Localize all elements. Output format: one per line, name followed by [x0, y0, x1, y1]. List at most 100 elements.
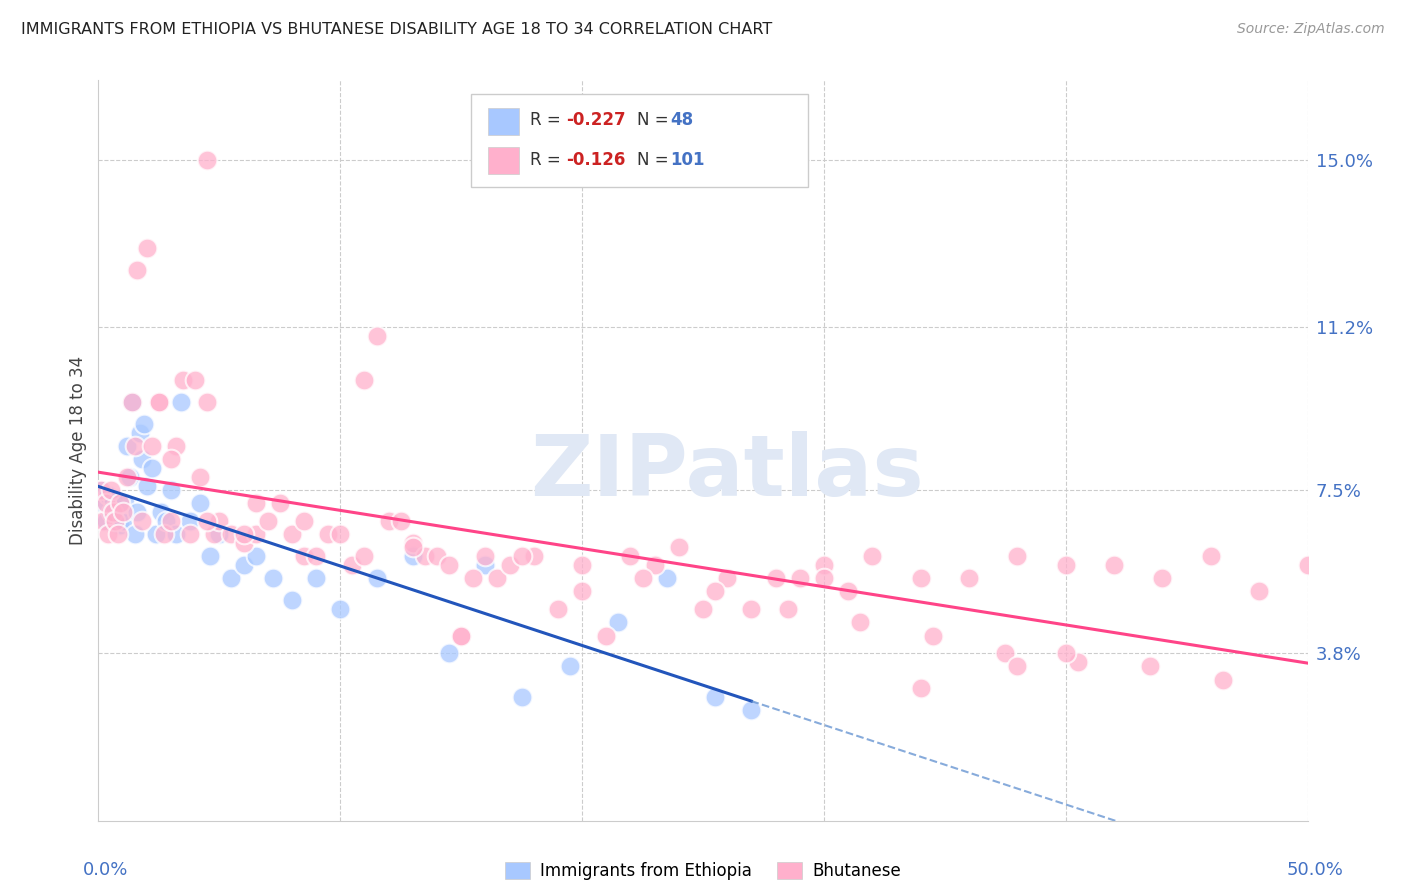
- Point: [644, 558, 666, 572]
- Point: [389, 514, 412, 528]
- Point: [91, 514, 114, 528]
- Point: [111, 514, 134, 528]
- Point: [131, 514, 153, 528]
- Point: [366, 571, 388, 585]
- Point: [1102, 558, 1125, 572]
- Text: IMMIGRANTS FROM ETHIOPIA VS BHUTANESE DISABILITY AGE 18 TO 34 CORRELATION CHART: IMMIGRANTS FROM ETHIOPIA VS BHUTANESE DI…: [21, 22, 772, 37]
- Point: [837, 584, 859, 599]
- Point: [188, 496, 211, 510]
- Point: [262, 571, 284, 585]
- Point: [128, 425, 150, 440]
- Legend: Immigrants from Ethiopia, Bhutanese: Immigrants from Ethiopia, Bhutanese: [499, 855, 907, 887]
- Point: [281, 527, 304, 541]
- Text: N =: N =: [637, 151, 673, 169]
- Point: [134, 417, 156, 431]
- Point: [765, 571, 787, 585]
- Point: [184, 373, 207, 387]
- Text: 50.0%: 50.0%: [1286, 861, 1343, 879]
- Point: [97, 527, 120, 541]
- Point: [692, 602, 714, 616]
- Point: [131, 452, 153, 467]
- Point: [668, 541, 690, 555]
- Point: [498, 558, 520, 572]
- Point: [104, 514, 127, 528]
- Point: [135, 479, 157, 493]
- Point: [208, 514, 231, 528]
- Point: [776, 602, 799, 616]
- Point: [111, 505, 134, 519]
- Point: [141, 461, 163, 475]
- Text: ZIPatlas: ZIPatlas: [530, 431, 924, 514]
- Point: [172, 373, 194, 387]
- Point: [474, 558, 496, 572]
- Point: [141, 439, 163, 453]
- Point: [150, 505, 173, 519]
- Point: [510, 690, 533, 705]
- Point: [1054, 558, 1077, 572]
- Point: [1067, 655, 1090, 669]
- Point: [474, 549, 496, 564]
- Point: [208, 527, 231, 541]
- Point: [486, 571, 509, 585]
- Point: [148, 395, 170, 409]
- Point: [90, 483, 112, 497]
- Point: [100, 505, 122, 519]
- Point: [595, 628, 617, 642]
- Point: [353, 549, 375, 564]
- Point: [232, 558, 254, 572]
- Point: [94, 514, 117, 528]
- Point: [849, 615, 872, 630]
- Point: [413, 549, 436, 564]
- Point: [204, 527, 226, 541]
- Point: [155, 514, 177, 528]
- Point: [353, 373, 375, 387]
- Point: [165, 527, 187, 541]
- Point: [169, 395, 191, 409]
- Point: [1007, 549, 1029, 564]
- Point: [402, 549, 425, 564]
- Point: [305, 549, 328, 564]
- Point: [179, 514, 201, 528]
- Point: [366, 329, 388, 343]
- Point: [108, 518, 131, 533]
- Text: 101: 101: [671, 151, 706, 169]
- Point: [124, 439, 146, 453]
- Point: [813, 571, 835, 585]
- Point: [437, 646, 460, 660]
- Point: [1249, 584, 1271, 599]
- Point: [198, 549, 221, 564]
- Text: Source: ZipAtlas.com: Source: ZipAtlas.com: [1237, 22, 1385, 37]
- Point: [107, 509, 129, 524]
- Point: [740, 602, 762, 616]
- Point: [631, 571, 654, 585]
- Point: [292, 514, 315, 528]
- Point: [910, 571, 932, 585]
- Point: [1212, 673, 1234, 687]
- Point: [152, 527, 174, 541]
- Point: [1139, 659, 1161, 673]
- Point: [342, 558, 364, 572]
- Point: [107, 527, 129, 541]
- Point: [117, 470, 139, 484]
- Point: [463, 571, 485, 585]
- Point: [104, 500, 127, 515]
- Point: [957, 571, 980, 585]
- Point: [292, 549, 315, 564]
- Text: -0.126: -0.126: [567, 151, 626, 169]
- Point: [117, 439, 139, 453]
- Point: [377, 514, 399, 528]
- Point: [1296, 558, 1319, 572]
- Point: [124, 527, 146, 541]
- Y-axis label: Disability Age 18 to 34: Disability Age 18 to 34: [69, 356, 87, 545]
- Point: [127, 505, 149, 519]
- Point: [571, 558, 593, 572]
- Point: [232, 527, 254, 541]
- Point: [402, 541, 425, 555]
- Point: [450, 628, 472, 642]
- Point: [135, 241, 157, 255]
- Point: [145, 527, 167, 541]
- Point: [118, 470, 141, 484]
- Point: [195, 395, 218, 409]
- Point: [269, 496, 291, 510]
- Point: [127, 262, 149, 277]
